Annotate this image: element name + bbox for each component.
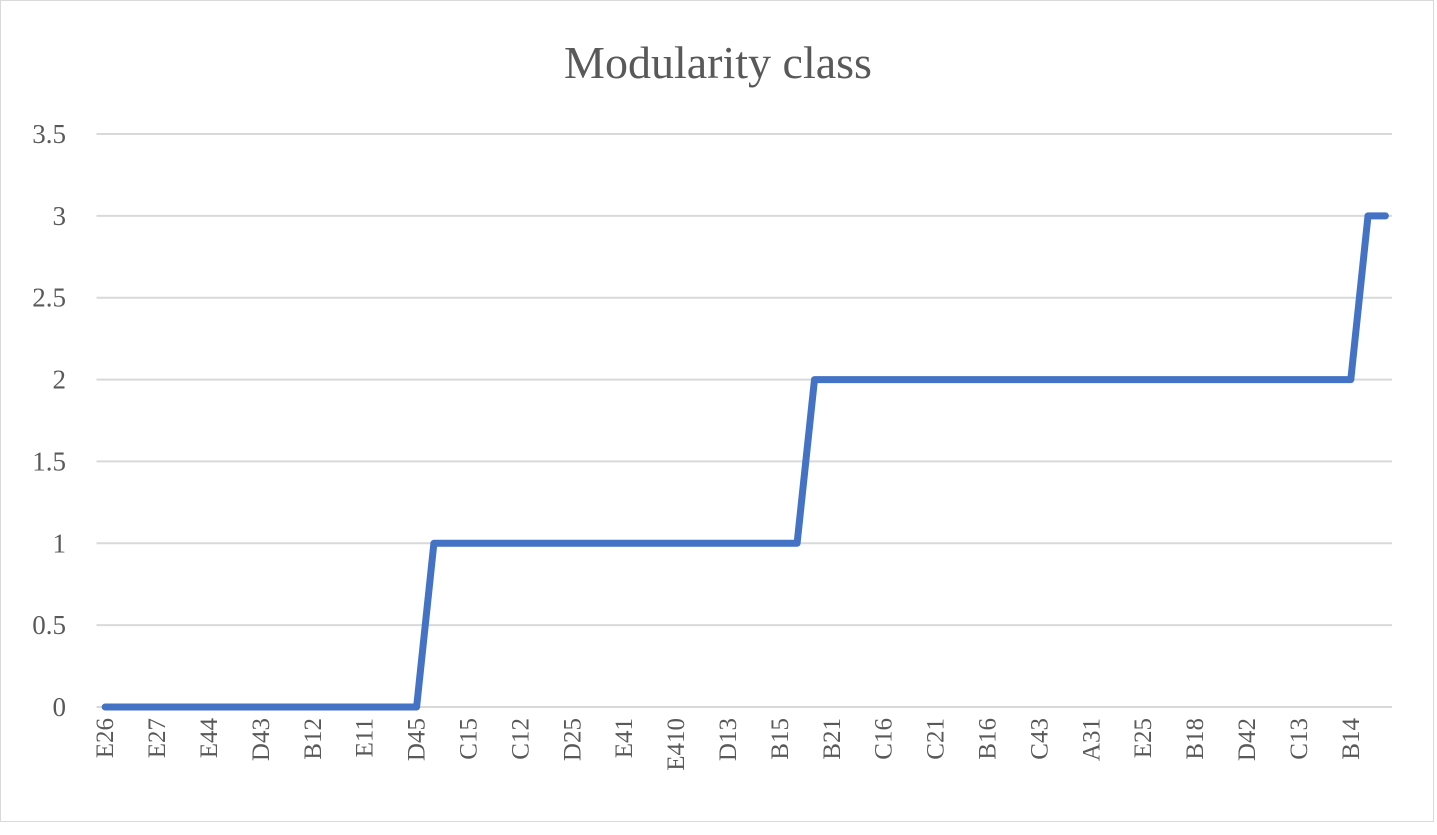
- x-tick-label: B14: [1338, 718, 1365, 760]
- x-tick-label: C16: [871, 718, 898, 760]
- x-tick-label: E410: [663, 718, 690, 771]
- x-tick-label: E25: [1130, 718, 1157, 758]
- x-tick-label: D25: [559, 718, 586, 761]
- y-tick-label: 3: [53, 201, 67, 231]
- x-tick-label: B12: [300, 718, 327, 760]
- x-tick-label: E41: [611, 718, 638, 758]
- x-tick-label: D45: [404, 718, 431, 761]
- y-tick-label: 3.5: [32, 119, 66, 149]
- x-tick-label: A31: [1078, 718, 1105, 761]
- x-tick-label: B15: [767, 718, 794, 760]
- x-tick-label: E27: [144, 718, 171, 758]
- x-tick-label: D42: [1234, 718, 1261, 761]
- y-tick-label: 0.5: [32, 610, 66, 640]
- x-tick-label: B21: [819, 718, 846, 760]
- x-tick-label: C21: [923, 718, 950, 760]
- y-tick-label: 2: [53, 365, 67, 395]
- y-tick-label: 1: [53, 528, 67, 558]
- x-tick-label: B18: [1182, 718, 1209, 760]
- x-tick-label: C43: [1026, 718, 1053, 760]
- x-tick-label: D13: [715, 718, 742, 761]
- y-tick-label: 0: [53, 692, 67, 722]
- y-axis-ticks: 0 0.5 1 1.5 2 2.5 3 3.5: [32, 119, 66, 722]
- x-tick-label: E26: [92, 718, 119, 758]
- x-tick-label: B16: [974, 718, 1001, 760]
- x-axis-ticks: E26 E27 E44 D43 B12 E11 D45 C15 C12 D25 E41 E410 D13…: [92, 718, 1365, 771]
- y-tick-label: 1.5: [32, 446, 66, 476]
- x-tick-label: C15: [455, 718, 482, 760]
- x-tick-label: E44: [196, 718, 223, 759]
- x-tick-label: D43: [248, 718, 275, 761]
- x-tick-label: C13: [1286, 718, 1313, 760]
- series: [101, 212, 1389, 711]
- chart-title: Modularity class: [564, 37, 872, 88]
- gridlines: [96, 133, 1392, 708]
- x-tick-label: E11: [352, 718, 379, 757]
- y-tick-label: 2.5: [32, 283, 66, 313]
- x-tick-label: C12: [507, 718, 534, 760]
